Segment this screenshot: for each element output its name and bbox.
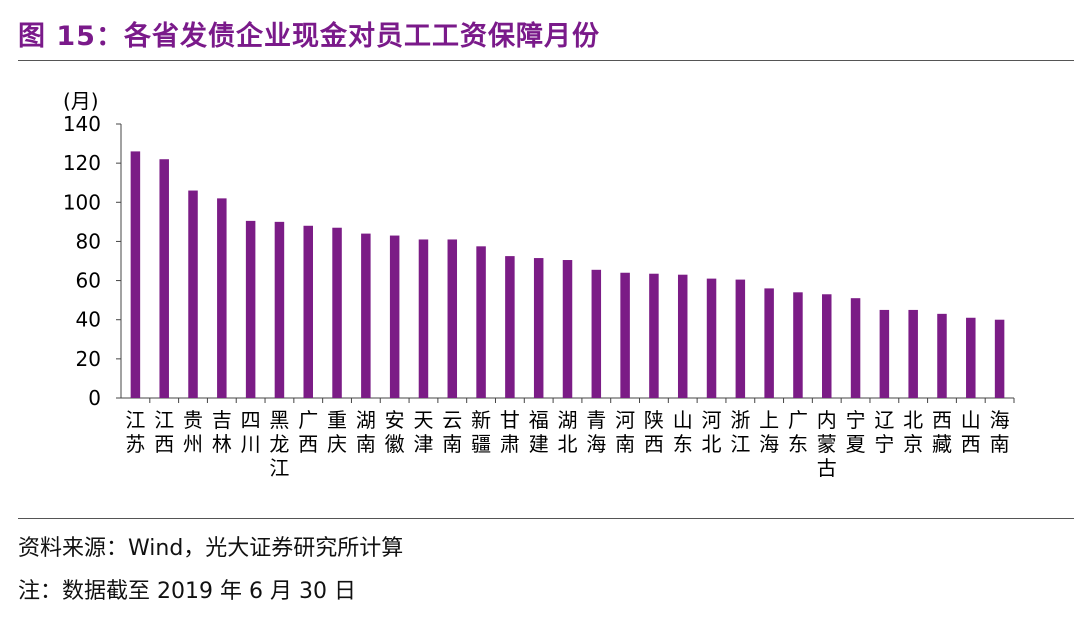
y-tick-label: 20 (76, 347, 101, 371)
x-tick-label: 宁夏 (846, 408, 866, 456)
bar (850, 298, 861, 398)
x-tick-label: 吉林 (212, 408, 232, 456)
footer-divider (18, 518, 1074, 519)
y-tick-label: 140 (63, 112, 101, 136)
x-tick-label: 贵州 (183, 408, 203, 456)
bar (245, 220, 256, 398)
bar (303, 225, 313, 398)
x-tick-label: 新疆 (471, 408, 491, 456)
x-tick-label: 湖南 (356, 408, 376, 456)
x-tick-label: 安徽 (385, 408, 405, 456)
bar (735, 279, 746, 398)
x-tick-label: 广西 (298, 408, 318, 456)
bar (994, 319, 1005, 398)
x-tick-label: 青海 (586, 408, 606, 456)
x-tick-label: 上海 (759, 408, 779, 456)
y-tick-label: 80 (76, 229, 101, 253)
bar (332, 227, 342, 398)
x-tick-label: 江西 (154, 408, 174, 456)
x-tick-label: 陕西 (644, 408, 664, 456)
x-tick-label: 福建 (529, 408, 549, 456)
x-tick-label: 黑龙江 (269, 408, 289, 480)
chart-title: 图 15：各省发债企业现金对员工工资保障月份 (18, 21, 600, 52)
x-tick-label: 海南 (990, 408, 1010, 456)
source-note: 资料来源：Wind，光大证券研究所计算 (18, 536, 404, 561)
x-tick-label: 浙江 (730, 408, 750, 456)
x-tick-label: 江苏 (125, 408, 145, 456)
y-tick-label: 40 (76, 308, 101, 332)
bar (418, 239, 429, 398)
bar (966, 317, 976, 398)
y-tick-label: 120 (63, 151, 101, 175)
bar (908, 309, 918, 398)
title-divider (18, 60, 1074, 61)
x-tick-label: 北京 (903, 408, 923, 456)
x-tick-label: 河南 (615, 408, 635, 456)
bar (591, 269, 602, 398)
bar (389, 235, 400, 398)
bar (217, 198, 227, 398)
x-tick-label: 天津 (413, 408, 433, 456)
bar (562, 260, 573, 398)
y-tick-label: 60 (76, 269, 101, 293)
bar (533, 258, 544, 398)
y-axis-label: (月) (63, 89, 99, 113)
x-tick-label: 辽宁 (874, 408, 894, 456)
bar (130, 151, 141, 398)
x-tick-label: 山东 (673, 408, 693, 456)
x-tick-label: 河北 (702, 408, 722, 456)
bar (677, 274, 688, 398)
bar (361, 233, 371, 398)
bar (764, 288, 774, 398)
bar (476, 246, 486, 398)
x-tick-label: 四川 (241, 408, 261, 456)
y-tick-label: 0 (88, 386, 101, 410)
y-tick-label: 100 (63, 190, 101, 214)
x-tick-label: 云南 (442, 408, 462, 456)
x-tick-label: 西藏 (932, 408, 952, 456)
x-tick-label: 山西 (961, 408, 981, 456)
bar (879, 309, 890, 398)
bar (620, 272, 630, 398)
bar (649, 273, 659, 398)
bar (706, 278, 717, 398)
x-tick-label: 甘肃 (500, 408, 520, 456)
x-tick-label: 内蒙古 (817, 408, 837, 480)
date-note: 注：数据截至 2019 年 6 月 30 日 (18, 579, 356, 604)
bar (188, 190, 198, 398)
bar (793, 292, 803, 398)
bar (937, 313, 947, 398)
bar (159, 159, 169, 398)
bar (822, 294, 832, 398)
bar (505, 256, 515, 398)
x-tick-label: 湖北 (558, 408, 578, 456)
bar (274, 221, 285, 398)
x-tick-label: 重庆 (327, 408, 347, 456)
bar (447, 239, 458, 398)
x-tick-label: 广东 (788, 408, 808, 456)
